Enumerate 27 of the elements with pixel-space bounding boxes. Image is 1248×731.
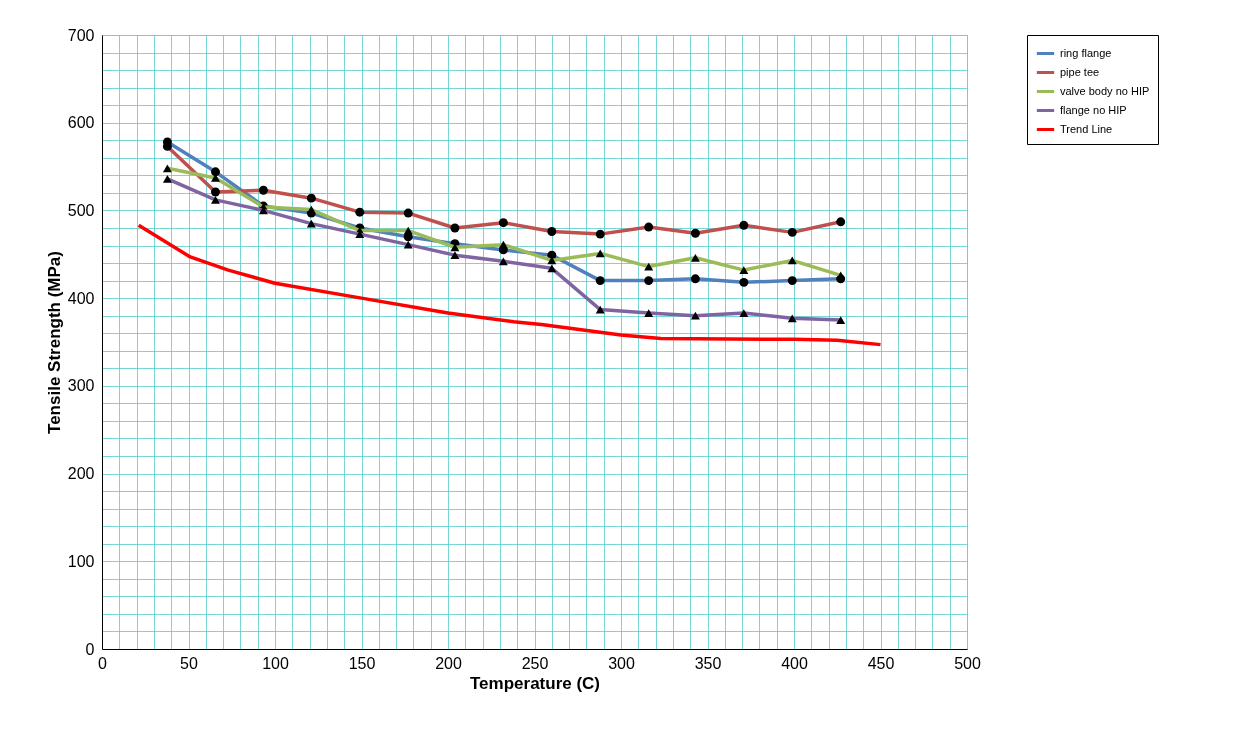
legend-label: pipe tee <box>1060 65 1100 78</box>
y-tick-label: 100 <box>67 552 95 570</box>
y-axis-title: Tensile Strength (MPa) <box>44 251 64 434</box>
x-tick-label: 400 <box>781 654 808 672</box>
legend-label: ring flange <box>1060 46 1112 59</box>
x-tick-label: 200 <box>435 654 462 672</box>
y-tick-label: 200 <box>67 465 95 483</box>
y-tick-label: 700 <box>67 26 95 44</box>
line-series <box>136 223 883 347</box>
x-tick-label: 250 <box>521 654 549 672</box>
x-tick-label: 450 <box>867 654 895 672</box>
x-tick-label: 350 <box>694 654 722 672</box>
y-tick-label: 400 <box>67 289 95 307</box>
y-tick-label: 300 <box>67 377 95 395</box>
legend-label: Trend Line <box>1060 122 1113 135</box>
x-tick-label: 150 <box>348 654 376 672</box>
legend-label: valve body no HIP <box>1060 84 1150 97</box>
x-tick-label: 300 <box>608 654 635 672</box>
y-tick-label: 600 <box>67 114 95 132</box>
x-axis-title: Temperature (C) <box>469 673 601 693</box>
legend-label: flange no HIP <box>1060 103 1127 116</box>
x-tick-label: 500 <box>954 654 981 672</box>
x-tick-label: 0 <box>98 654 108 672</box>
y-tick-label: 500 <box>67 201 95 219</box>
x-tick-label: 100 <box>262 654 289 672</box>
y-tick-label: 0 <box>85 640 95 658</box>
x-tick-label: 50 <box>180 654 198 672</box>
